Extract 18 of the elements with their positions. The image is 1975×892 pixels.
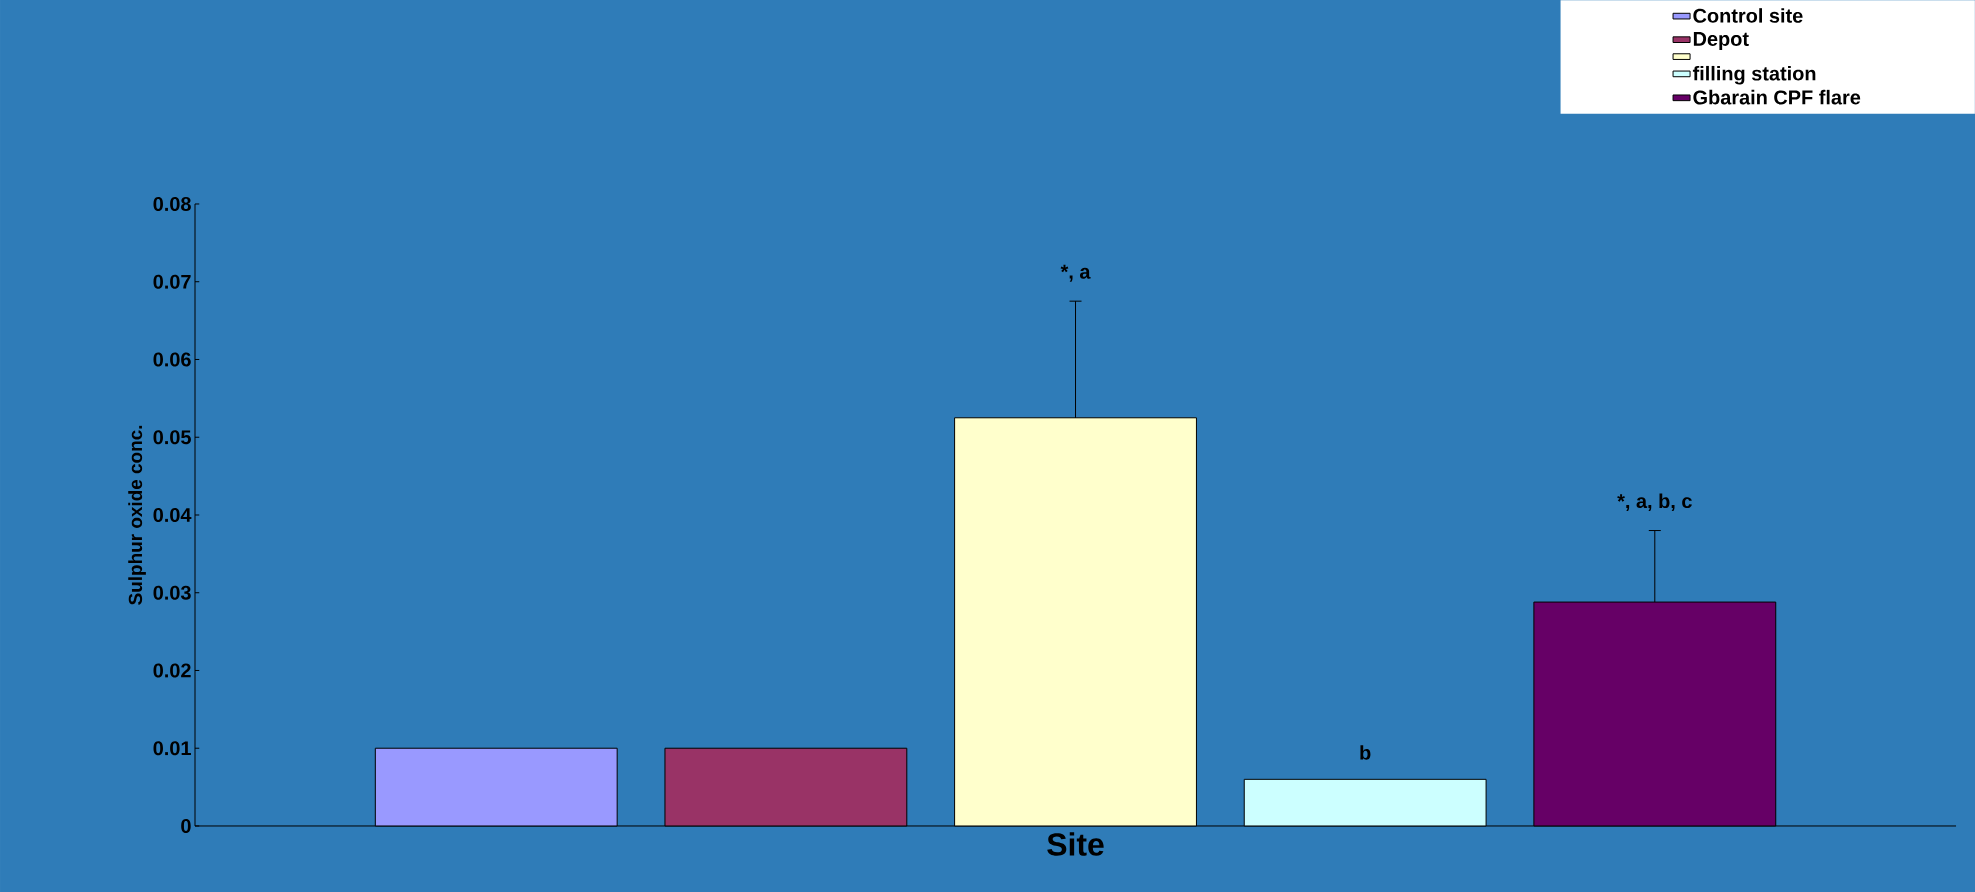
legend-label: filling station [1692,65,1816,85]
annotation: b [1360,745,1371,760]
y-tick-label: 0.03 [153,585,191,600]
legend-label: Gbarain CPF flare [1693,89,1861,105]
y-tick-label: 0.01 [153,741,191,756]
y-tick-label: 0.07 [153,274,191,289]
y-tick-label: 0 [181,818,191,834]
y-tick-label: 0.05 [153,430,191,445]
x-axis-title: Site [1047,832,1104,856]
legend-label: Control site [1693,8,1803,23]
annotation: *, a, b, c [1617,493,1692,512]
annotation: *, a [1060,264,1091,282]
y-tick-label: 0.08 [153,196,191,212]
y-tick-label: 0.06 [153,352,191,367]
y-tick-label: 0.02 [153,663,191,678]
y-axis-title: Sulphur oxide conc. [128,425,146,605]
legend-label: Depot [1693,32,1749,50]
y-tick-label: 0.04 [153,507,192,523]
